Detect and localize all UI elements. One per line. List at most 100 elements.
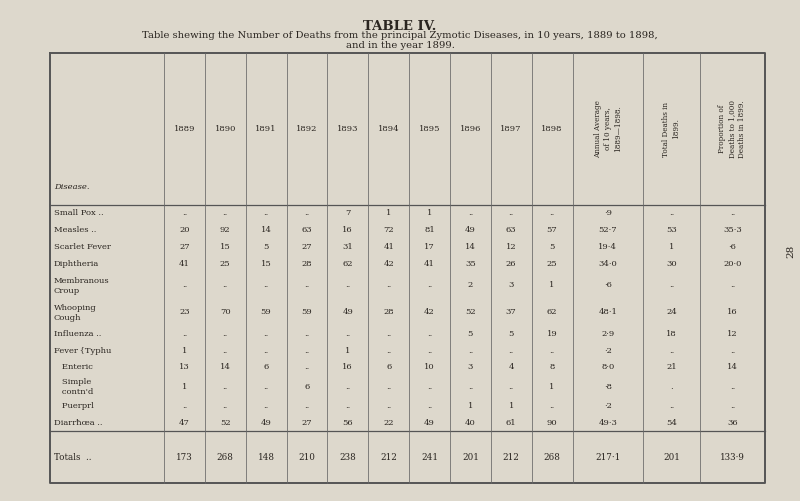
Text: ..: .. (730, 209, 735, 217)
Text: 1896: 1896 (460, 125, 481, 133)
Text: 1: 1 (182, 383, 187, 391)
Text: 1: 1 (468, 402, 473, 410)
Text: 42: 42 (424, 308, 435, 316)
Text: 1893: 1893 (337, 125, 358, 133)
Text: 28: 28 (302, 260, 312, 268)
Text: ..: .. (386, 383, 391, 391)
Text: ..: .. (669, 282, 674, 290)
Text: ..: .. (263, 347, 269, 355)
Text: 15: 15 (261, 260, 271, 268)
Text: 1: 1 (182, 347, 187, 355)
Text: ..: .. (550, 209, 554, 217)
Text: ..: .. (669, 347, 674, 355)
Text: 8: 8 (550, 363, 554, 371)
Text: 61: 61 (506, 419, 517, 427)
Text: Diarrħœa ..: Diarrħœa .. (54, 419, 102, 427)
Text: 42: 42 (383, 260, 394, 268)
Text: 34·0: 34·0 (598, 260, 618, 268)
Text: 210: 210 (298, 452, 315, 461)
Text: ..: .. (509, 383, 514, 391)
Text: 19·4: 19·4 (598, 243, 618, 251)
Text: 26: 26 (506, 260, 517, 268)
Text: 52·7: 52·7 (598, 226, 617, 234)
Text: ..: .. (222, 330, 228, 338)
Text: ..: .. (222, 383, 228, 391)
Text: 1: 1 (427, 209, 432, 217)
Text: ..: .. (386, 282, 391, 290)
Text: 3: 3 (468, 363, 473, 371)
Text: ..: .. (468, 347, 473, 355)
Text: Cough: Cough (54, 314, 82, 322)
Text: 37: 37 (506, 308, 517, 316)
Text: ..: .. (509, 209, 514, 217)
Text: 1895: 1895 (418, 125, 440, 133)
Text: 212: 212 (502, 452, 520, 461)
Text: ..: .. (263, 209, 269, 217)
Text: ..: .. (427, 330, 432, 338)
Text: ·6: ·6 (604, 282, 612, 290)
Text: 201: 201 (663, 452, 680, 461)
Text: 133·9: 133·9 (720, 452, 745, 461)
Text: 1: 1 (509, 402, 514, 410)
Text: 1891: 1891 (255, 125, 277, 133)
Text: ..: .. (427, 383, 432, 391)
Text: ..: .. (730, 282, 735, 290)
Text: 1: 1 (386, 209, 391, 217)
Text: ·2: ·2 (604, 347, 612, 355)
Text: ..: .. (730, 402, 735, 410)
Text: 14: 14 (727, 363, 738, 371)
Text: ..: .. (345, 282, 350, 290)
Text: 63: 63 (302, 226, 312, 234)
Text: 28: 28 (786, 244, 795, 258)
Text: Simple: Simple (54, 378, 91, 386)
Text: 6: 6 (304, 383, 310, 391)
Text: ·2: ·2 (604, 402, 612, 410)
Text: 268: 268 (544, 452, 561, 461)
Text: 90: 90 (546, 419, 558, 427)
Text: 1897: 1897 (501, 125, 522, 133)
Text: ..: .. (468, 383, 473, 391)
Text: ..: .. (304, 402, 310, 410)
Text: 1: 1 (345, 347, 350, 355)
Text: 28: 28 (383, 308, 394, 316)
Text: 72: 72 (383, 226, 394, 234)
Text: 21: 21 (666, 363, 677, 371)
Text: 16: 16 (727, 308, 738, 316)
Text: ..: .. (730, 383, 735, 391)
Text: 40: 40 (465, 419, 476, 427)
Text: 41: 41 (179, 260, 190, 268)
Text: Annual Average
of 10 years,
1889—1898.: Annual Average of 10 years, 1889—1898. (594, 100, 622, 158)
Text: ..: .. (222, 209, 228, 217)
Text: ·9: ·9 (604, 209, 612, 217)
Text: ..: .. (304, 209, 310, 217)
Text: 56: 56 (342, 419, 353, 427)
Text: 148: 148 (258, 452, 274, 461)
Text: ..: .. (222, 402, 228, 410)
Text: 41: 41 (424, 260, 435, 268)
Text: 53: 53 (666, 226, 677, 234)
Text: 22: 22 (383, 419, 394, 427)
Text: ..: .. (263, 282, 269, 290)
Text: Small Pox ..: Small Pox .. (54, 209, 104, 217)
Text: ..: .. (304, 347, 310, 355)
Text: 31: 31 (342, 243, 353, 251)
Text: 36: 36 (727, 419, 738, 427)
Text: 12: 12 (727, 330, 738, 338)
Text: 27: 27 (302, 243, 312, 251)
Text: ..: .. (345, 383, 350, 391)
Text: 5: 5 (550, 243, 554, 251)
Text: 49: 49 (261, 419, 271, 427)
Text: Disease.: Disease. (54, 183, 90, 191)
Text: 19: 19 (546, 330, 558, 338)
Text: 92: 92 (220, 226, 230, 234)
Text: ..: .. (427, 282, 432, 290)
Text: 1894: 1894 (378, 125, 399, 133)
Text: 268: 268 (217, 452, 234, 461)
Text: 14: 14 (220, 363, 230, 371)
Text: 2·9: 2·9 (602, 330, 614, 338)
Text: ..: .. (263, 402, 269, 410)
Text: 41: 41 (383, 243, 394, 251)
Text: 4: 4 (509, 363, 514, 371)
Text: ..: .. (222, 282, 228, 290)
Text: 49: 49 (465, 226, 476, 234)
